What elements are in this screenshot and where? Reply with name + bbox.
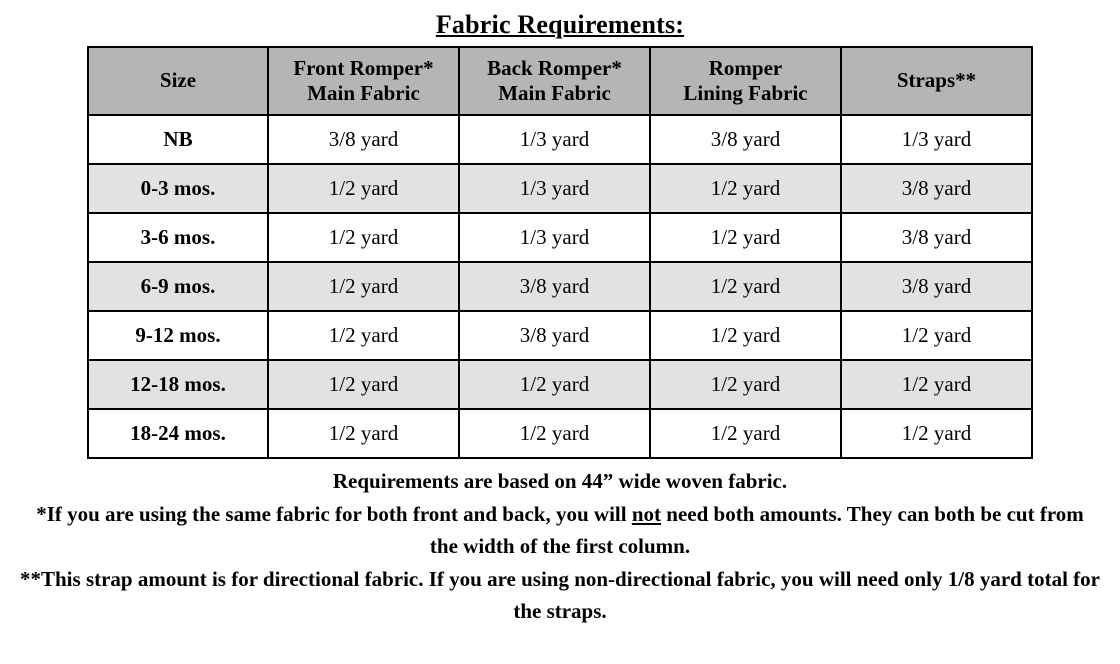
footnote-basis: Requirements are based on 44” wide woven… bbox=[20, 465, 1100, 498]
value-cell: 1/2 yard bbox=[268, 360, 459, 409]
size-cell: 9-12 mos. bbox=[88, 311, 268, 360]
value-cell: 1/2 yard bbox=[650, 262, 841, 311]
column-header-line2: Lining Fabric bbox=[683, 81, 807, 106]
footnote-1-underlined: not bbox=[632, 502, 661, 526]
column-header-line2: Main Fabric bbox=[498, 81, 611, 106]
table-head: SizeFront Romper*Main FabricBack Romper*… bbox=[88, 47, 1032, 115]
fabric-requirements-table: SizeFront Romper*Main FabricBack Romper*… bbox=[87, 46, 1033, 459]
value-cell: 1/2 yard bbox=[650, 409, 841, 458]
footnote-asterisk-1: *If you are using the same fabric for bo… bbox=[20, 498, 1100, 563]
value-cell: 1/2 yard bbox=[650, 213, 841, 262]
table-row: NB3/8 yard1/3 yard3/8 yard1/3 yard bbox=[88, 115, 1032, 164]
value-cell: 3/8 yard bbox=[841, 213, 1032, 262]
footnote-asterisk-2: **This strap amount is for directional f… bbox=[20, 563, 1100, 628]
value-cell: 3/8 yard bbox=[459, 262, 650, 311]
table-row: 12-18 mos.1/2 yard1/2 yard1/2 yard1/2 ya… bbox=[88, 360, 1032, 409]
column-header-0: Size bbox=[88, 47, 268, 115]
value-cell: 1/2 yard bbox=[268, 164, 459, 213]
value-cell: 1/3 yard bbox=[459, 164, 650, 213]
value-cell: 1/2 yard bbox=[459, 360, 650, 409]
value-cell: 1/2 yard bbox=[268, 409, 459, 458]
value-cell: 1/2 yard bbox=[650, 360, 841, 409]
table-header-row: SizeFront Romper*Main FabricBack Romper*… bbox=[88, 47, 1032, 115]
footnotes: Requirements are based on 44” wide woven… bbox=[20, 465, 1100, 628]
value-cell: 1/2 yard bbox=[841, 409, 1032, 458]
value-cell: 1/2 yard bbox=[650, 164, 841, 213]
value-cell: 3/8 yard bbox=[841, 164, 1032, 213]
size-cell: 6-9 mos. bbox=[88, 262, 268, 311]
table-body: NB3/8 yard1/3 yard3/8 yard1/3 yard0-3 mo… bbox=[88, 115, 1032, 458]
column-header-line1: Back Romper* bbox=[487, 56, 622, 81]
column-header-line1: Romper bbox=[709, 56, 782, 81]
size-cell: 3-6 mos. bbox=[88, 213, 268, 262]
table-row: 0-3 mos.1/2 yard1/3 yard1/2 yard3/8 yard bbox=[88, 164, 1032, 213]
value-cell: 1/3 yard bbox=[841, 115, 1032, 164]
size-cell: 0-3 mos. bbox=[88, 164, 268, 213]
column-header-4: Straps** bbox=[841, 47, 1032, 115]
column-header-line1: Straps** bbox=[897, 68, 976, 93]
value-cell: 1/2 yard bbox=[841, 360, 1032, 409]
table-row: 9-12 mos.1/2 yard3/8 yard1/2 yard1/2 yar… bbox=[88, 311, 1032, 360]
table-wrap: SizeFront Romper*Main FabricBack Romper*… bbox=[10, 46, 1110, 459]
value-cell: 1/2 yard bbox=[268, 311, 459, 360]
table-row: 6-9 mos.1/2 yard3/8 yard1/2 yard3/8 yard bbox=[88, 262, 1032, 311]
column-header-2: Back Romper*Main Fabric bbox=[459, 47, 650, 115]
value-cell: 3/8 yard bbox=[459, 311, 650, 360]
value-cell: 1/2 yard bbox=[459, 409, 650, 458]
value-cell: 1/3 yard bbox=[459, 115, 650, 164]
value-cell: 1/2 yard bbox=[841, 311, 1032, 360]
value-cell: 1/2 yard bbox=[268, 213, 459, 262]
column-header-line1: Size bbox=[160, 68, 196, 93]
column-header-line2: Main Fabric bbox=[307, 81, 420, 106]
value-cell: 3/8 yard bbox=[650, 115, 841, 164]
size-cell: NB bbox=[88, 115, 268, 164]
column-header-3: RomperLining Fabric bbox=[650, 47, 841, 115]
size-cell: 18-24 mos. bbox=[88, 409, 268, 458]
column-header-1: Front Romper*Main Fabric bbox=[268, 47, 459, 115]
value-cell: 1/2 yard bbox=[268, 262, 459, 311]
table-row: 3-6 mos.1/2 yard1/3 yard1/2 yard3/8 yard bbox=[88, 213, 1032, 262]
size-cell: 12-18 mos. bbox=[88, 360, 268, 409]
value-cell: 1/2 yard bbox=[650, 311, 841, 360]
value-cell: 1/3 yard bbox=[459, 213, 650, 262]
column-header-line1: Front Romper* bbox=[293, 56, 433, 81]
page-title: Fabric Requirements: bbox=[10, 10, 1110, 40]
page: Fabric Requirements: SizeFront Romper*Ma… bbox=[0, 0, 1120, 628]
value-cell: 3/8 yard bbox=[841, 262, 1032, 311]
table-row: 18-24 mos.1/2 yard1/2 yard1/2 yard1/2 ya… bbox=[88, 409, 1032, 458]
footnote-1-part-a: *If you are using the same fabric for bo… bbox=[36, 502, 632, 526]
value-cell: 3/8 yard bbox=[268, 115, 459, 164]
